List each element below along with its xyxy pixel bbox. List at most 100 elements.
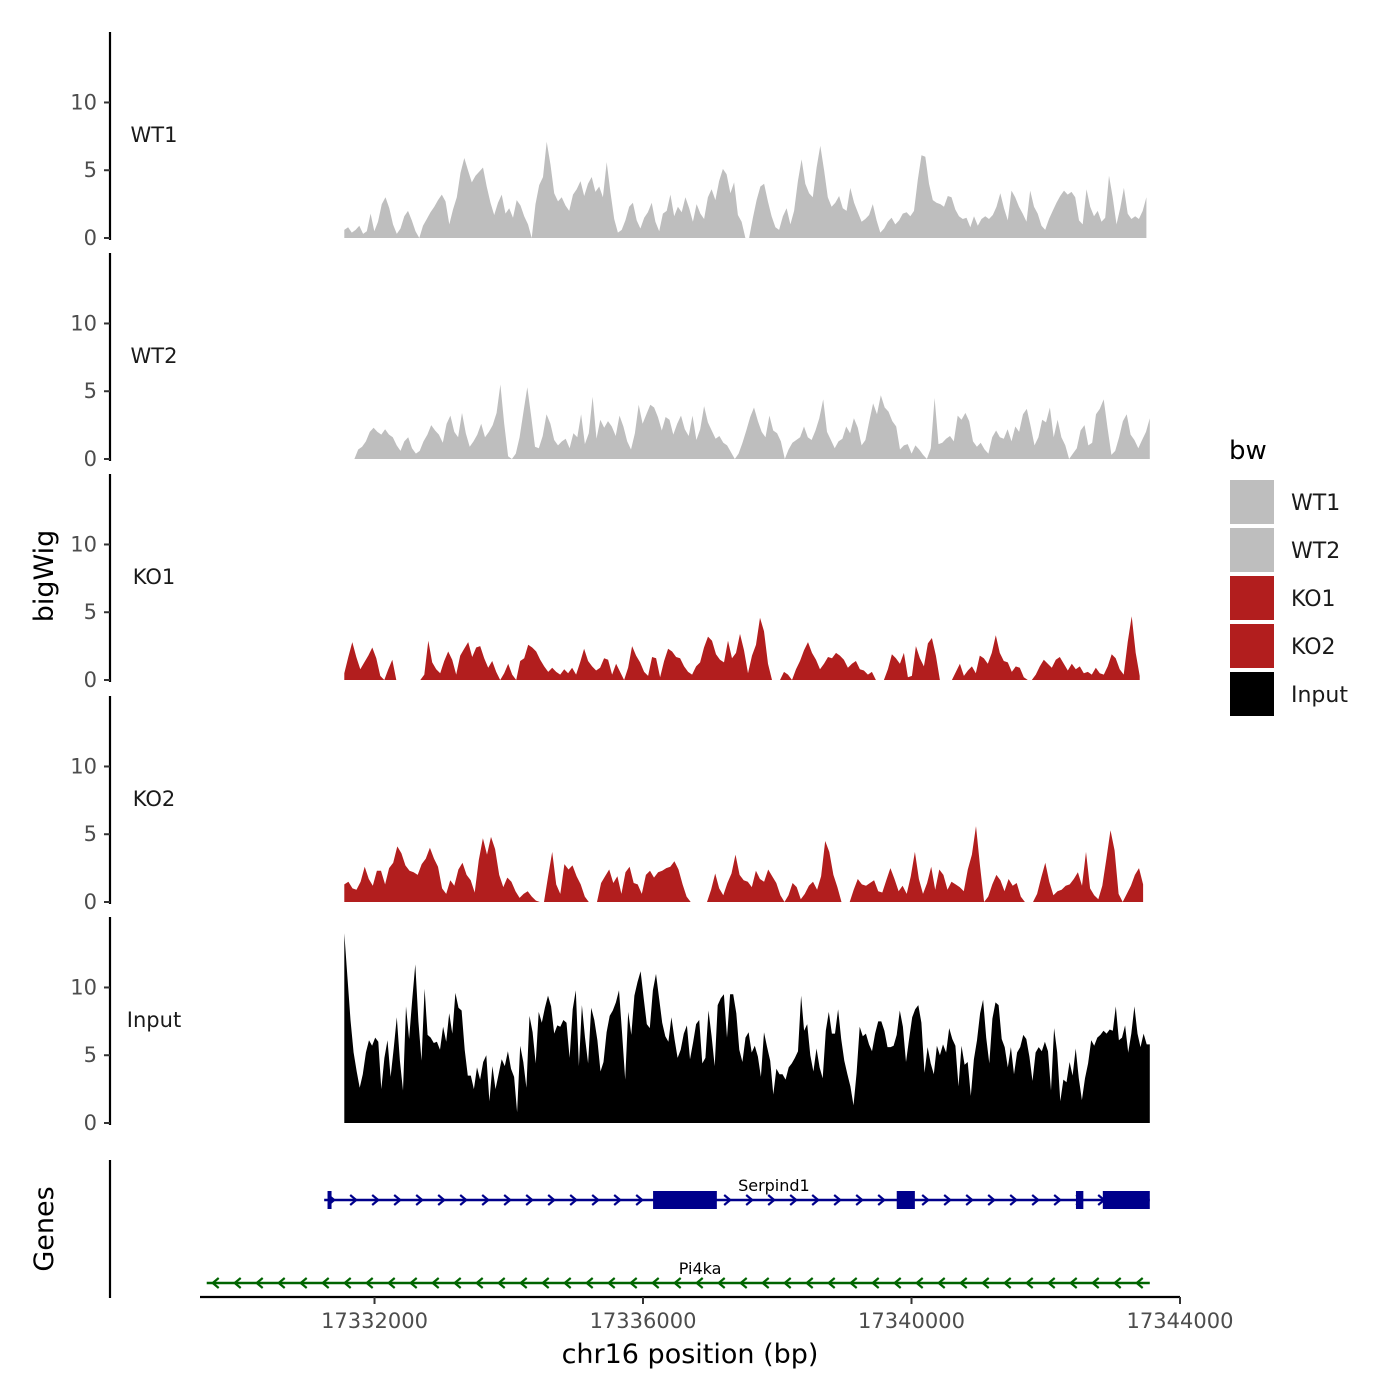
legend-title: bw	[1229, 436, 1267, 466]
strand-arrow	[1002, 1277, 1012, 1289]
track-label-ko2: KO2	[133, 787, 176, 811]
strand-arrow	[342, 1277, 352, 1289]
track-ko2: 0 5 10 KO2	[70, 696, 1144, 914]
strand-arrow	[635, 1194, 644, 1206]
exon	[1075, 1191, 1084, 1209]
y-tick-label: 5	[84, 158, 97, 182]
y-tick-label: 10	[70, 90, 97, 114]
strand-arrow	[591, 1194, 600, 1206]
strand-arrow	[232, 1277, 242, 1289]
strand-arrow	[1090, 1277, 1100, 1289]
signal-area-ko2	[344, 826, 1144, 902]
strand-arrow	[672, 1277, 682, 1289]
strand-arrow	[371, 1194, 380, 1206]
strand-arrow	[1134, 1277, 1144, 1289]
strand-arrow	[804, 1277, 814, 1289]
strand-arrow	[921, 1194, 930, 1206]
strand-arrow	[525, 1194, 534, 1206]
strand-arrow	[958, 1277, 968, 1289]
strand-arrow	[518, 1277, 528, 1289]
strand-arrow	[569, 1194, 578, 1206]
strand-arrow	[936, 1277, 946, 1289]
strand-arrow	[1046, 1277, 1056, 1289]
x-tick-label: 17336000	[590, 1309, 697, 1333]
exon	[896, 1191, 915, 1209]
strand-arrow	[298, 1277, 308, 1289]
strand-arrow	[650, 1277, 660, 1289]
strand-arrow	[210, 1277, 220, 1289]
signal-area-input	[344, 933, 1150, 1123]
y-tick-label: 0	[84, 226, 97, 250]
y-tick-label: 0	[84, 668, 97, 692]
legend-label-input: Input	[1291, 683, 1348, 708]
strand-arrow	[1068, 1277, 1078, 1289]
strand-arrow	[877, 1194, 886, 1206]
signal-area-wt2	[354, 384, 1150, 459]
strand-arrow	[584, 1277, 594, 1289]
track-label-wt2: WT2	[131, 344, 178, 368]
strand-arrow	[745, 1194, 754, 1206]
x-axis-title: chr16 position (bp)	[562, 1339, 819, 1370]
strand-arrow	[430, 1277, 440, 1289]
y-tick-label: 0	[84, 447, 97, 471]
strand-arrow	[1031, 1194, 1040, 1206]
strand-arrow	[628, 1277, 638, 1289]
gene-pi4ka: Pi4ka	[206, 1259, 1150, 1289]
strand-arrow	[855, 1194, 864, 1206]
legend-label-wt1: WT1	[1291, 491, 1340, 516]
gene-label-serpind1: Serpind1	[738, 1176, 810, 1195]
y-tick-label: 10	[70, 532, 97, 556]
strand-arrow	[1053, 1194, 1062, 1206]
x-axis: chr16 position (bp) 17332000 17336000 1734…	[200, 1295, 1234, 1370]
gene-label-pi4ka: Pi4ka	[679, 1259, 722, 1278]
strand-arrow	[496, 1277, 506, 1289]
strand-arrow	[943, 1194, 952, 1206]
strand-arrow	[254, 1277, 264, 1289]
legend-swatch-input	[1230, 672, 1274, 716]
y-tick-label: 5	[84, 600, 97, 624]
x-tick-label: 17344000	[1127, 1309, 1234, 1333]
strand-arrow	[1009, 1194, 1018, 1206]
strand-arrow	[613, 1194, 622, 1206]
legend-label-ko1: KO1	[1291, 587, 1336, 612]
strand-arrow	[965, 1194, 974, 1206]
strand-arrow	[870, 1277, 880, 1289]
strand-arrow	[386, 1277, 396, 1289]
x-tick-label: 17332000	[321, 1309, 428, 1333]
strand-arrow	[415, 1194, 424, 1206]
strand-arrow	[540, 1277, 550, 1289]
y-axis-labels: bigWig Genes	[29, 530, 60, 1272]
strand-arrow	[320, 1277, 330, 1289]
strand-arrow	[606, 1277, 616, 1289]
y-tick-label: 5	[84, 379, 97, 403]
bigwig-tracks: 0 5 10 WT1 0 5 10 WT2 0 5 10 KO1 0 5 10 KO2 0 5 10 Input	[70, 32, 1150, 1135]
legend-swatch-wt1	[1230, 480, 1274, 524]
gene-serpind1: Serpind1	[324, 1176, 1150, 1209]
strand-arrow	[503, 1194, 512, 1206]
strand-arrow	[826, 1277, 836, 1289]
strand-arrow	[562, 1277, 572, 1289]
track-label-ko1: KO1	[133, 565, 176, 589]
strand-arrow	[364, 1277, 374, 1289]
strand-arrow	[789, 1194, 798, 1206]
signal-area-wt1	[344, 141, 1147, 238]
legend-label-ko2: KO2	[1291, 635, 1336, 660]
y-tick-label: 5	[84, 1043, 97, 1067]
track-label-wt1: WT1	[131, 123, 178, 147]
legend-swatch-wt2	[1230, 528, 1274, 572]
strand-arrow	[459, 1194, 468, 1206]
track-wt1: 0 5 10 WT1	[70, 32, 1147, 250]
strand-arrow	[980, 1277, 990, 1289]
track-label-input: Input	[127, 1008, 181, 1032]
track-ko1: 0 5 10 KO1	[70, 474, 1140, 692]
strand-arrow	[848, 1277, 858, 1289]
gene-annotation-track: Serpind1 Pi4ka	[108, 1160, 1150, 1298]
strand-arrow	[723, 1194, 732, 1206]
strand-arrow	[1024, 1277, 1034, 1289]
legend-swatch-ko1	[1230, 576, 1274, 620]
strand-arrow	[1112, 1277, 1122, 1289]
strand-arrow	[408, 1277, 418, 1289]
strand-arrow	[767, 1194, 776, 1206]
strand-arrow	[760, 1277, 770, 1289]
